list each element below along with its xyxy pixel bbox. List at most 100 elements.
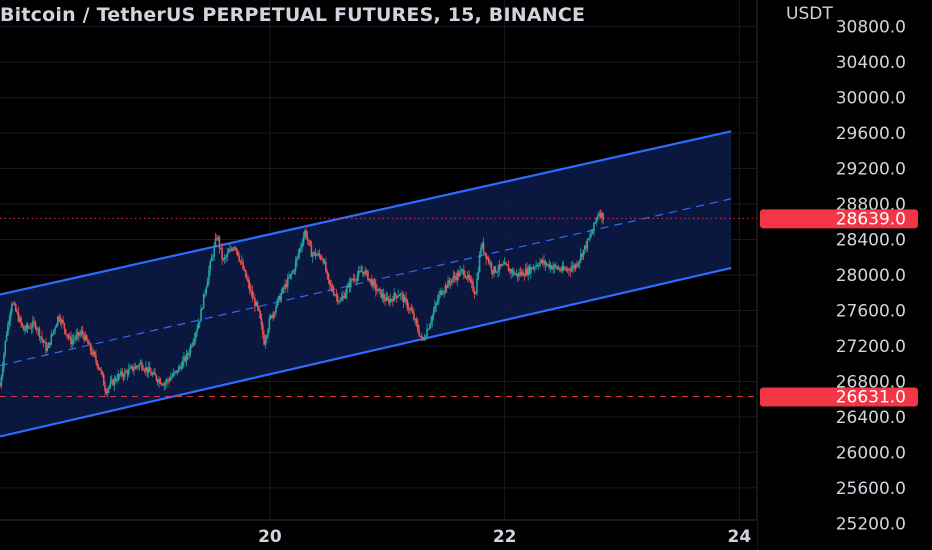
candle-body (306, 237, 309, 240)
candle-body (338, 301, 340, 303)
candle-body (484, 252, 486, 254)
candle-body (105, 391, 108, 394)
candle-body (599, 213, 602, 218)
candle-body (118, 374, 121, 376)
candle-body (482, 242, 485, 253)
candle-body (409, 308, 411, 310)
candle-body (361, 271, 364, 273)
candle-body (444, 285, 447, 292)
candle-body (197, 323, 200, 329)
candle-body (41, 336, 43, 340)
candle-body (294, 261, 297, 271)
candle-body (80, 331, 83, 334)
candle-body (1, 367, 4, 378)
candle-body (314, 251, 317, 257)
candle-body (93, 351, 96, 356)
candle-body (273, 312, 276, 314)
candle-body (360, 270, 363, 273)
candle-body (76, 332, 79, 335)
candle-body (539, 261, 541, 266)
candle-body (20, 317, 22, 324)
candle-body (577, 263, 579, 267)
candle-body (374, 283, 377, 291)
candle-body (307, 239, 310, 241)
candle-body (117, 374, 120, 381)
candle-body (497, 270, 499, 272)
time-axis[interactable]: 20 22 24 (0, 519, 757, 550)
candlesticks (0, 209, 604, 398)
candle-body (226, 253, 229, 257)
candle-body (365, 270, 368, 272)
candle-body (556, 266, 558, 269)
channel-fill (0, 131, 732, 437)
candle-body (187, 353, 189, 356)
candle-body (335, 294, 338, 296)
candle-body (502, 264, 505, 266)
candle-body (339, 300, 342, 302)
candle-body (38, 328, 41, 338)
candle-body (201, 308, 204, 310)
candle-body (342, 295, 344, 299)
candle-body (268, 318, 271, 330)
candle-body (276, 299, 279, 307)
candle-body (396, 295, 398, 298)
candle-body (66, 334, 68, 336)
candle-body (101, 371, 104, 376)
candle-body (151, 374, 154, 376)
candle-body (372, 280, 374, 287)
candle-body (25, 324, 28, 330)
candle-body (188, 353, 191, 356)
candle-body (511, 270, 514, 273)
candle-body (595, 217, 598, 222)
candle-body (537, 265, 540, 267)
candle-body (259, 310, 261, 319)
price-tick-label: 30400.0 (836, 53, 906, 73)
candle-body (428, 325, 431, 330)
candle-body (464, 274, 466, 278)
candle-body (597, 215, 599, 218)
candle-body (456, 272, 459, 281)
candle-body (70, 336, 72, 345)
candle-body (410, 308, 413, 311)
candle-body (566, 268, 569, 270)
candle-body (142, 368, 145, 371)
channel-lower-line[interactable] (0, 266, 732, 438)
candle-body (269, 315, 272, 319)
candle-body (445, 285, 448, 289)
candle-body (590, 233, 593, 236)
candle-body (301, 243, 304, 247)
candle-body (520, 271, 523, 275)
candle-body (261, 325, 264, 336)
channel-upper-line[interactable] (0, 130, 732, 296)
candle-body (8, 320, 10, 325)
candle-body (7, 324, 9, 335)
candle-body (57, 316, 59, 325)
candle-body (159, 379, 162, 384)
parallel-channel[interactable] (0, 130, 732, 438)
candle-body (368, 278, 371, 281)
candle-body (290, 273, 293, 275)
candle-body (491, 270, 494, 274)
candle-body (292, 270, 294, 274)
candle-body (469, 278, 472, 281)
candle-body (363, 271, 365, 275)
candle-body (373, 280, 376, 284)
candle-body (505, 262, 507, 265)
candle-body (289, 274, 292, 278)
candle-body (237, 250, 239, 256)
candle-body (202, 293, 205, 309)
candle-body (97, 366, 100, 368)
candle-body (163, 383, 166, 386)
candle-body (474, 293, 477, 295)
candle-body (89, 343, 92, 351)
candle-body (547, 263, 549, 265)
candle-body (34, 322, 37, 329)
candle-body (138, 364, 141, 367)
candle-body (78, 332, 80, 336)
candle-body (576, 264, 578, 267)
candle-body (602, 212, 604, 221)
candle-body (300, 246, 302, 250)
